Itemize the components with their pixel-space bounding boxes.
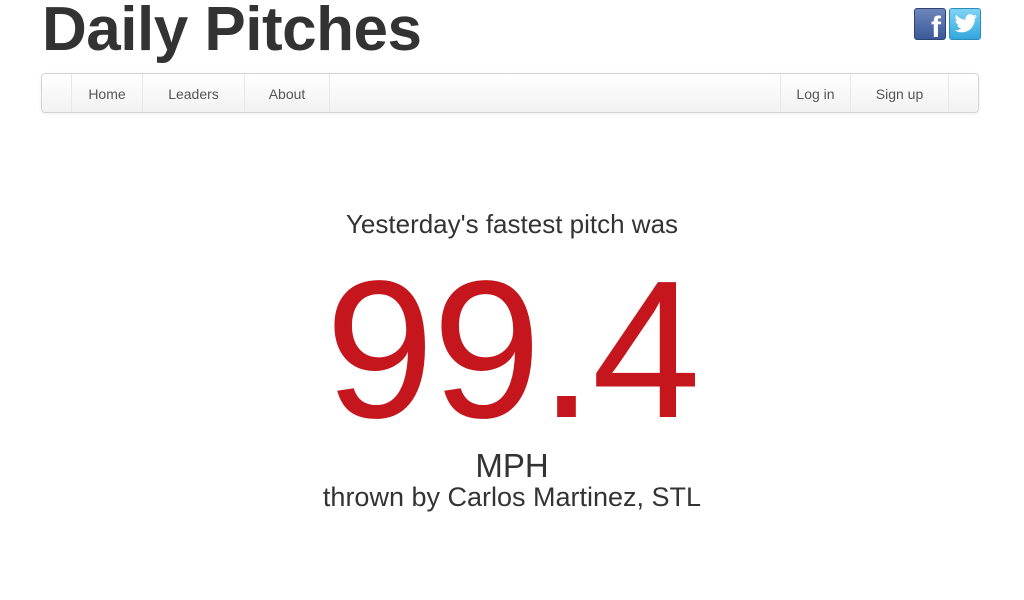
speed-unit: MPH [475, 447, 549, 484]
site-title[interactable]: Daily Pitches [42, 0, 422, 64]
navbar: Home Leaders About Log in Sign up [41, 73, 979, 113]
nav-item-leaders[interactable]: Leaders [142, 74, 244, 112]
nav-item-log-in[interactable]: Log in [780, 74, 850, 112]
facebook-icon[interactable]: f [914, 8, 946, 40]
facebook-glyph: f [931, 11, 941, 40]
pitch-speed-value: 99.4 [325, 240, 700, 459]
social-links: f [914, 8, 981, 40]
twitter-bird-glyph [954, 14, 978, 33]
pitcher-credit: thrown by Carlos Martinez, STL [322, 482, 702, 512]
nav-item-home[interactable]: Home [71, 74, 142, 112]
nav-account: Log in Sign up [780, 74, 949, 112]
nav-item-about[interactable]: About [244, 74, 330, 112]
fastest-pitch-intro: Yesterday's fastest pitch was [345, 209, 679, 239]
nav-item-sign-up[interactable]: Sign up [850, 74, 949, 112]
nav-main: Home Leaders About [71, 74, 330, 112]
twitter-bird-icon[interactable] [949, 8, 981, 40]
